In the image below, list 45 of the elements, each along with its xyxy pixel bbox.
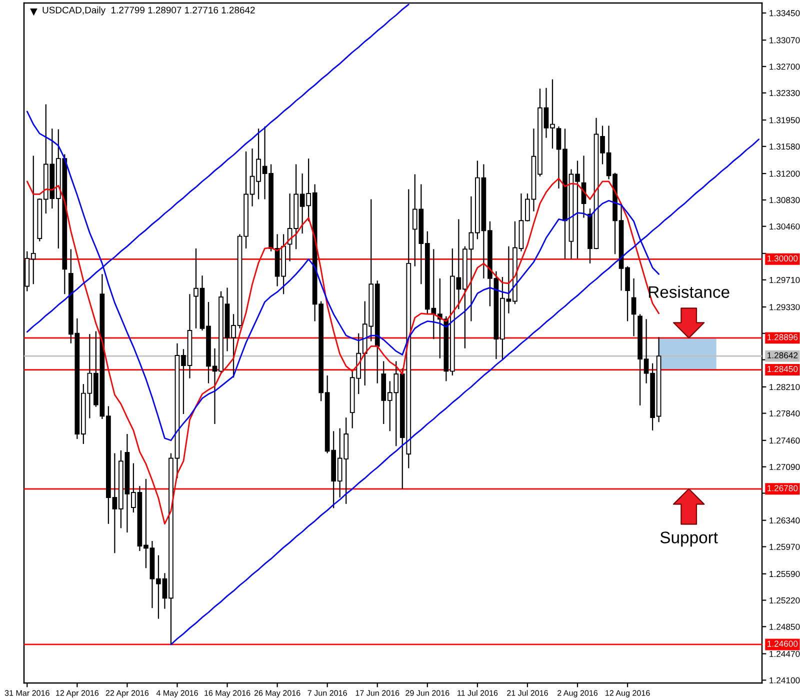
ref-line-label: 1.28642 (768, 352, 798, 358)
x-tick-label: 26 May 2016 (254, 690, 300, 698)
ref-line-label: 1.28896 (768, 334, 798, 340)
ref-line-label: 1.30000 (768, 255, 798, 262)
x-tick-label: 21 Jul 2016 (507, 690, 548, 696)
x-tick-label: 22 Apr 2016 (106, 690, 149, 698)
x-tick-label: 2 Aug 2016 (558, 690, 598, 698)
y-tick-label: 1.26340 (770, 517, 800, 524)
ref-line-label: 1.26780 (768, 485, 798, 492)
chart-title: USDCAD,Daily 1.27799 1.28907 1.27716 1.28642 (42, 6, 255, 16)
y-tick-label: 1.24470 (770, 650, 800, 657)
y-tick-label: 1.30460 (770, 223, 800, 230)
annotation: Support (660, 532, 718, 547)
annotation: Resistance (648, 286, 730, 298)
y-tick-label: 1.29710 (770, 276, 800, 284)
y-tick-label: 1.27840 (770, 410, 800, 416)
y-tick-label: 1.33070 (770, 37, 800, 44)
y-tick-label: 1.31580 (770, 144, 800, 150)
ref-line-label: 1.24600 (768, 640, 798, 647)
x-tick-label: 31 Mar 2016 (4, 690, 50, 696)
y-tick-label: 1.24850 (770, 624, 800, 630)
x-tick-label: 17 Jun 2016 (356, 690, 400, 696)
y-tick-label: 1.25220 (770, 597, 800, 604)
y-tick-label: 1.24100 (770, 677, 800, 684)
x-tick-label: 11 Jul 2016 (458, 690, 498, 696)
ref-line-label: 1.28450 (768, 366, 798, 372)
y-tick-label: 1.31950 (770, 117, 800, 124)
y-tick-label: 1.32330 (770, 90, 800, 96)
y-tick-label: 1.25970 (770, 544, 800, 550)
x-tick-label: 7 Jun 2016 (308, 690, 347, 696)
x-tick-label: 12 Aug 2016 (606, 690, 650, 698)
y-tick-label: 1.33450 (770, 10, 800, 16)
y-tick-label: 1.31200 (770, 170, 800, 177)
candlestick (631, 278, 636, 337)
x-tick-label: 29 Jun 2016 (406, 690, 450, 696)
y-tick-label: 1.28210 (770, 384, 800, 390)
y-tick-label: 1.30830 (770, 197, 800, 204)
x-tick-label: 12 Apr 2016 (56, 690, 99, 698)
x-tick-label: 16 May 2016 (204, 690, 250, 698)
x-tick-label: 4 May 2016 (156, 690, 198, 698)
y-tick-label: 1.32700 (770, 64, 800, 70)
y-tick-label: 1.29330 (770, 304, 800, 310)
y-tick-label: 1.25590 (770, 570, 800, 578)
y-tick-label: 1.27460 (770, 438, 800, 444)
y-tick-label: 1.27090 (770, 464, 800, 470)
